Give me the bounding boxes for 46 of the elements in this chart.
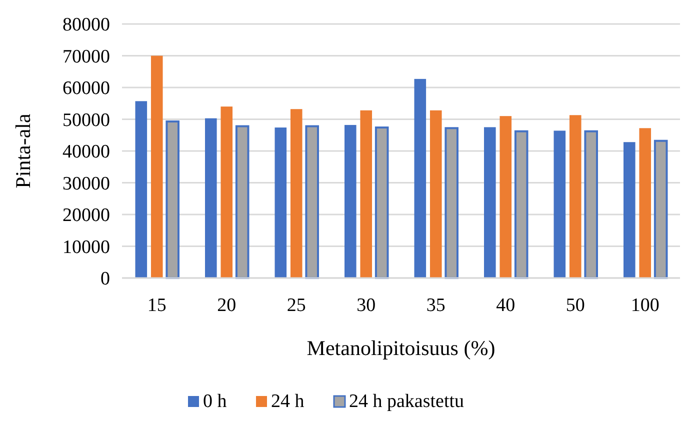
legend-label: 24 h <box>271 391 305 412</box>
bar <box>344 124 356 278</box>
bar <box>500 116 512 278</box>
bar <box>205 118 217 278</box>
bar <box>584 130 598 279</box>
legend-label: 24 h pakastettu <box>349 391 465 412</box>
bar <box>135 101 148 278</box>
bar <box>430 110 442 278</box>
y-tick-label: 80000 <box>62 14 110 36</box>
y-tick-label: 40000 <box>62 142 110 163</box>
bar <box>514 130 528 279</box>
bar <box>374 126 389 279</box>
bar <box>166 120 180 279</box>
legend-label: 0 h <box>203 391 228 412</box>
bar <box>639 128 652 278</box>
x-tick-label: 50 <box>566 295 585 316</box>
bar <box>569 115 582 278</box>
y-tick-label: 70000 <box>62 46 110 68</box>
bar <box>360 110 372 278</box>
x-tick-label: 20 <box>217 295 236 316</box>
bar <box>220 106 233 278</box>
bar <box>654 140 668 279</box>
bar <box>444 127 458 279</box>
bar <box>150 56 163 278</box>
x-tick-label: 30 <box>356 295 376 316</box>
y-tick-label: 50000 <box>62 110 110 131</box>
x-tick-label: 35 <box>426 295 446 316</box>
y-tick-label: 60000 <box>62 78 110 100</box>
bar <box>305 125 319 279</box>
x-tick-label: 40 <box>496 295 516 316</box>
x-tick-label: 100 <box>630 295 660 316</box>
y-tick-label: 20000 <box>62 205 110 226</box>
bar <box>414 78 426 278</box>
bar <box>554 130 566 278</box>
x-tick-label: 15 <box>147 295 166 316</box>
y-axis-title: Pinta-ala <box>11 113 35 188</box>
x-tick-label: 25 <box>286 295 306 316</box>
x-axis-title: Metanolipitoisuus (%) <box>306 336 496 360</box>
y-tick-label: 0 <box>100 268 110 290</box>
bar <box>624 142 636 278</box>
bar <box>274 128 287 278</box>
bar <box>484 127 496 278</box>
bar <box>235 125 250 279</box>
bar <box>290 109 302 278</box>
y-tick-label: 30000 <box>62 173 110 194</box>
y-tick-label: 10000 <box>62 236 110 258</box>
